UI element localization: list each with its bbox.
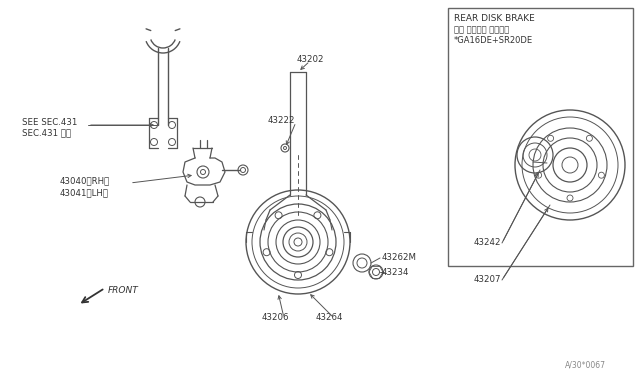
Bar (448, 8, 633, 266)
Text: リヤ ディスク ブレーキ: リヤ ディスク ブレーキ (454, 25, 509, 34)
Text: REAR DISK BRAKE: REAR DISK BRAKE (454, 14, 535, 23)
Text: 43264: 43264 (316, 313, 344, 322)
Text: SEC.431 参照: SEC.431 参照 (22, 128, 71, 137)
Text: SEE SEC.431: SEE SEC.431 (22, 118, 77, 127)
Text: 43262M: 43262M (382, 253, 417, 262)
Text: A/30*0067: A/30*0067 (565, 360, 606, 369)
Text: 43041〈LH〉: 43041〈LH〉 (60, 188, 109, 197)
Text: 43234: 43234 (382, 268, 410, 277)
Text: FRONT: FRONT (108, 286, 139, 295)
Text: 43040〈RH〉: 43040〈RH〉 (60, 176, 110, 185)
Text: *GA16DE+SR20DE: *GA16DE+SR20DE (454, 36, 533, 45)
Text: 43206: 43206 (262, 313, 289, 322)
Text: 43207: 43207 (474, 275, 502, 284)
Text: 43202: 43202 (296, 55, 324, 64)
Text: 43242: 43242 (474, 238, 502, 247)
Text: 43222: 43222 (268, 116, 296, 125)
